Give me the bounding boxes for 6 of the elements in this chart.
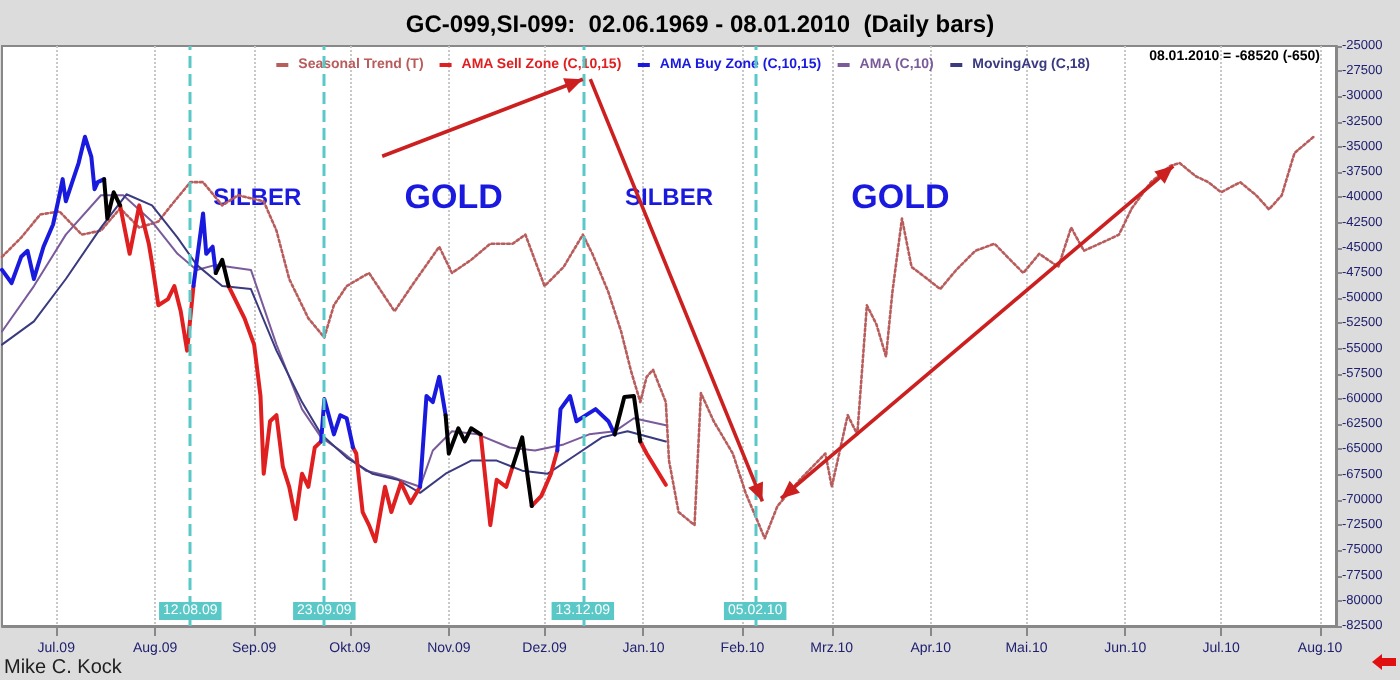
annotation: SILBER — [213, 182, 302, 211]
line-series — [0, 135, 1315, 540]
annotation: GOLD — [404, 177, 503, 216]
text: Mike C. Kock — [4, 657, 124, 679]
annotation: GOLD — [851, 177, 950, 216]
chart-title: GC-099,SI-099: 02.06.1969 - 08.01.2010 (Daily bars) — [405, 10, 995, 38]
